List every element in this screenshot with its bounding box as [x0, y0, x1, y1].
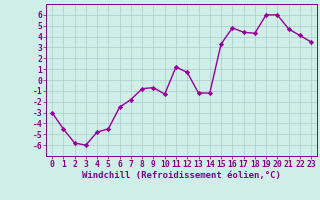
X-axis label: Windchill (Refroidissement éolien,°C): Windchill (Refroidissement éolien,°C): [82, 171, 281, 180]
